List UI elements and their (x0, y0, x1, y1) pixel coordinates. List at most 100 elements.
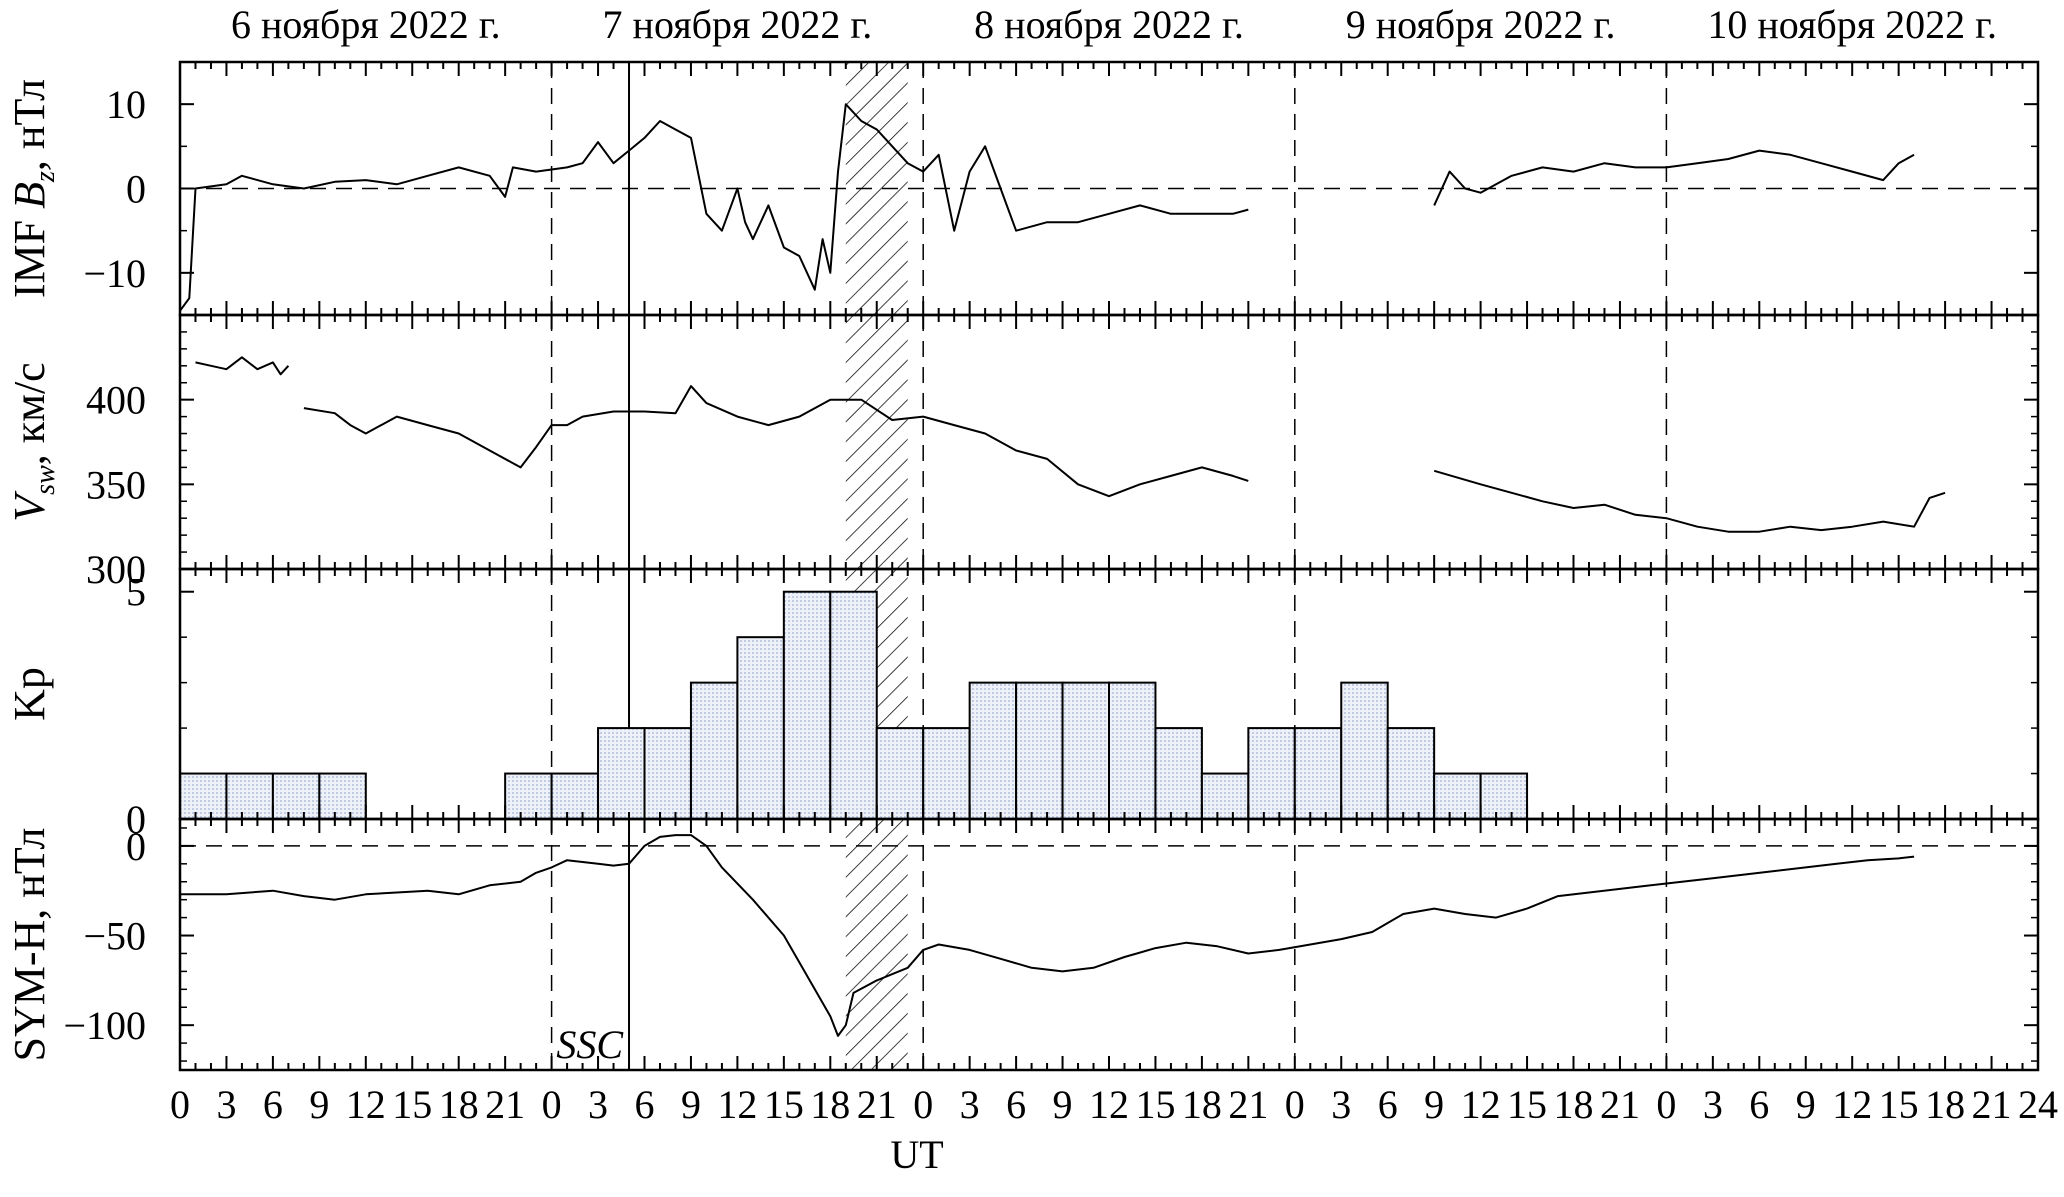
day-label: 7 ноября 2022 г. (603, 2, 873, 47)
x-tick-label: 24 (2018, 1082, 2058, 1127)
x-tick-label: 9 (681, 1082, 701, 1127)
x-tick-label: 0 (542, 1082, 562, 1127)
x-tick-label: 21 (1228, 1082, 1268, 1127)
x-tick-label: 15 (764, 1082, 804, 1127)
x-tick-label: 6 (1749, 1082, 1769, 1127)
kp-bar (643, 727, 692, 820)
shaded-interval (845, 819, 908, 1070)
x-tick-label: 6 (1006, 1082, 1026, 1127)
kp-bar (1154, 727, 1203, 820)
bz-series-line (1433, 149, 1915, 206)
y-tick-label: 400 (86, 378, 146, 423)
vsw-series-line (303, 385, 1249, 498)
kp-bar (1479, 772, 1529, 821)
y-tick-label: 10 (106, 82, 146, 127)
y-tick-label: 300 (86, 547, 146, 592)
kp-bar (1293, 727, 1343, 820)
kp-bar (597, 727, 646, 820)
y-axis-label: IMF Bz, нТл (5, 79, 61, 298)
x-tick-labels: 0 3 6 9 12 15 18 21 0 3 6 9 12 15 18 21 0 3 6 9 12 15 18 21 0 3 6 9… (170, 1082, 2058, 1127)
x-tick-label: 12 (717, 1082, 757, 1127)
x-tick-label: 3 (960, 1082, 980, 1127)
x-tick-label: 21 (857, 1082, 897, 1127)
y-axis-label: Kp (5, 667, 54, 721)
x-tick-label: 9 (309, 1082, 329, 1127)
kp-bar (782, 590, 832, 821)
x-tick-label: 3 (1331, 1082, 1351, 1127)
day-label: 8 ноября 2022 г. (974, 2, 1244, 47)
y-axis-label-main: Kp (5, 667, 54, 721)
x-tick-label: 15 (1879, 1082, 1919, 1127)
y-tick-label: −10 (83, 251, 146, 296)
panel-kp: 5 0 Kp (5, 567, 2040, 842)
y-tick-label: 350 (86, 462, 146, 507)
vsw-series-line (195, 356, 290, 376)
y-axis-label-unit: , нТл (5, 79, 54, 171)
y-tick-label: 0 (126, 824, 146, 869)
kp-bar (550, 772, 600, 821)
vsw-series-line (1433, 469, 1946, 533)
kp-bar (922, 727, 971, 820)
kp-bar (1015, 681, 1064, 820)
x-tick-label: 3 (1703, 1082, 1723, 1127)
x-tick-label: 12 (1089, 1082, 1129, 1127)
day-label: 9 ноября 2022 г. (1346, 2, 1616, 47)
x-axis-label: UT (890, 1132, 943, 1177)
kp-bar (1386, 727, 1436, 820)
x-tick-label: 6 (1378, 1082, 1398, 1127)
x-tick-label: 12 (1461, 1082, 1501, 1127)
x-tick-label: 15 (392, 1082, 432, 1127)
ssc-label: SSC (556, 1022, 624, 1067)
day-labels: 6 ноября 2022 г. 7 ноября 2022 г. 8 ноября… (231, 2, 1997, 47)
x-tick-label: 0 (1656, 1082, 1676, 1127)
y-tick-label: −50 (83, 914, 146, 959)
kp-bar (1061, 681, 1111, 820)
x-tick-label: 18 (439, 1082, 479, 1127)
y-axis-label-main: V (5, 490, 54, 522)
y-axis-label-subscript: z (30, 171, 61, 183)
y-axis-label-prefix: IMF (5, 209, 54, 298)
bz-series-line (179, 103, 1249, 312)
y-axis-label: Vsw, км/с (5, 362, 61, 521)
x-tick-label: 9 (1053, 1082, 1073, 1127)
x-tick-label: 18 (1554, 1082, 1594, 1127)
x-tick-label: 12 (1832, 1082, 1872, 1127)
x-tick-label: 21 (1600, 1082, 1640, 1127)
kp-bar (1433, 772, 1482, 821)
panel-frame (178, 817, 2040, 1072)
kp-bar (1247, 727, 1296, 820)
symh-series-line (180, 834, 1915, 1037)
day-label: 6 ноября 2022 г. (231, 2, 501, 47)
x-tick-label: 18 (1182, 1082, 1222, 1127)
kp-bar (225, 772, 274, 821)
kp-bar (271, 772, 321, 821)
kp-bar (1200, 772, 1250, 821)
panel-vsw: 400 350 300 Vsw, км/с (5, 313, 2040, 592)
y-axis-label-main: SYM-H, нТл (5, 828, 54, 1062)
kp-bar (875, 727, 925, 820)
x-tick-label: 12 (346, 1082, 386, 1127)
kp-bar (1108, 681, 1157, 820)
y-axis-label-subscript: sw (30, 465, 61, 495)
x-tick-label: 15 (1507, 1082, 1547, 1127)
kp-bar (179, 772, 228, 821)
y-tick-label: −100 (63, 1003, 146, 1048)
x-tick-label: 6 (635, 1082, 655, 1127)
x-tick-label: 3 (216, 1082, 236, 1127)
shaded-interval (845, 315, 908, 569)
kp-bar (1340, 681, 1389, 820)
y-tick-label: 0 (126, 167, 146, 212)
kp-bar (736, 636, 785, 820)
y-tick-label: 5 (126, 570, 146, 615)
kp-bar (829, 590, 878, 821)
x-tick-label: 0 (913, 1082, 933, 1127)
kp-bar (504, 772, 553, 821)
x-tick-label: 0 (1285, 1082, 1305, 1127)
x-tick-label: 21 (1972, 1082, 2012, 1127)
y-axis-label-main: B (5, 182, 54, 209)
x-tick-label: 18 (1925, 1082, 1965, 1127)
y-tick-label: 0 (126, 797, 146, 842)
x-tick-label: 3 (588, 1082, 608, 1127)
